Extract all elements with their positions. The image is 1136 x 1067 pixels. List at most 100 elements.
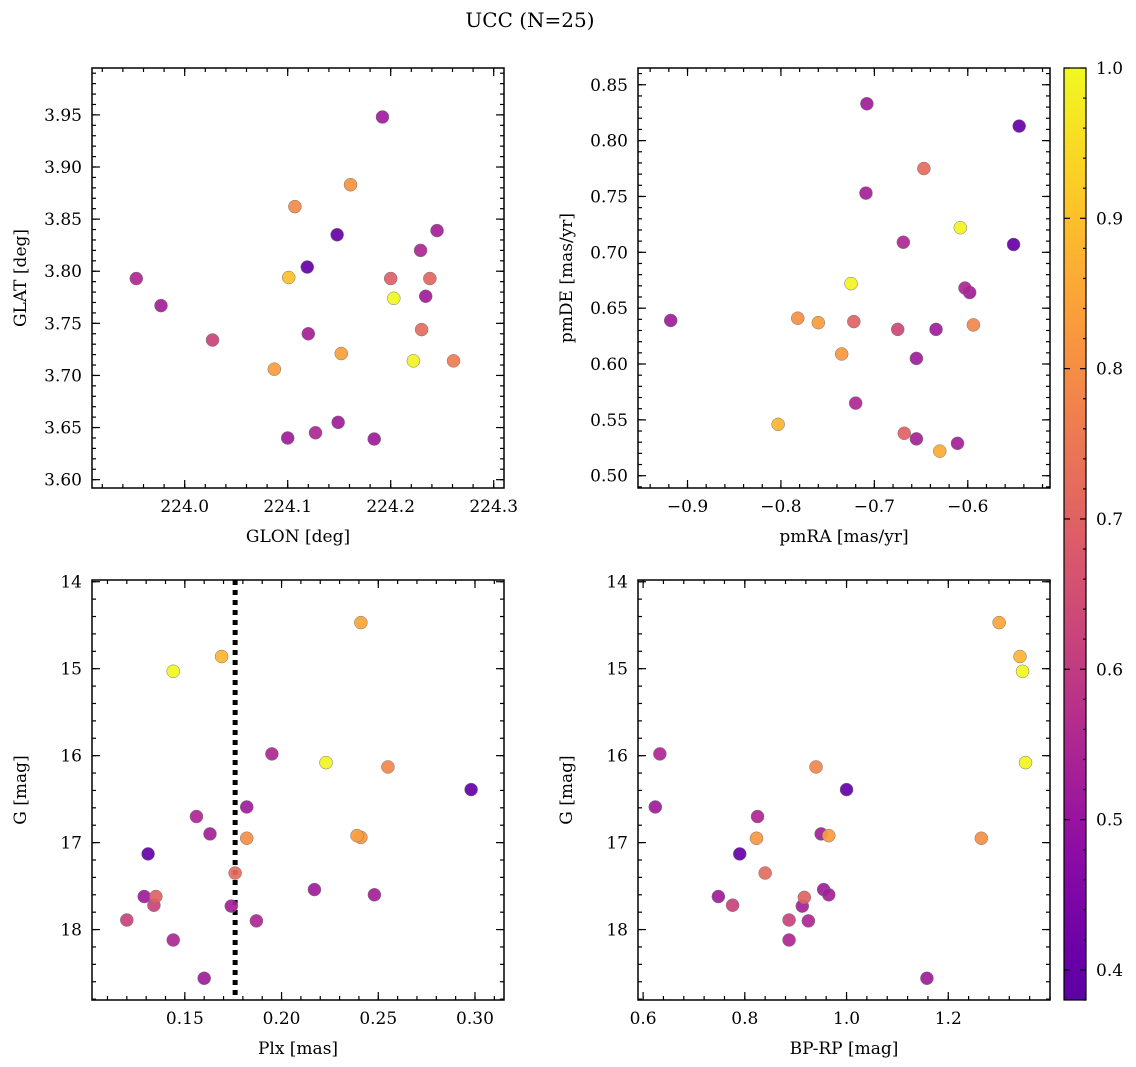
x-tick-label: −0.9 [667, 497, 708, 517]
plot-frame [91, 579, 505, 1001]
data-point [418, 289, 433, 303]
data-point [413, 243, 428, 258]
colorbar-tick-label: 0.6 [1096, 660, 1123, 680]
data-point [834, 347, 849, 361]
y-tick-label: 3.65 [44, 419, 82, 439]
panel-top-left: 224.0 224.1 224.2 224.3 3.60 3.65 3.70 3.75 3.80… [11, 67, 518, 547]
data-point [367, 888, 382, 902]
data-point [308, 426, 323, 440]
data-point [890, 322, 905, 337]
y-tick-label: 0.50 [590, 467, 628, 487]
x-tick-label: −0.7 [854, 497, 895, 517]
data-point [663, 313, 678, 328]
data-point [725, 898, 740, 912]
data-point [897, 426, 912, 441]
data-point [860, 96, 874, 111]
x-tick-label: 224.0 [160, 497, 209, 517]
data-point [797, 890, 812, 905]
y-tick-label: 3.60 [44, 471, 82, 491]
x-axis-label: pmRA [mas/yr] [779, 527, 908, 547]
data-point [387, 291, 401, 306]
data-point [367, 432, 381, 446]
y-tick-label: 16 [60, 747, 82, 767]
colorbar-frame [1063, 67, 1087, 1001]
data-point [249, 914, 264, 928]
data-point [228, 866, 242, 880]
data-point [809, 760, 823, 774]
x-tick-label: 224.2 [366, 497, 415, 517]
data-point [239, 831, 254, 846]
x-axis-label: GLON [deg] [246, 527, 350, 547]
data-point [214, 649, 229, 664]
data-point [909, 351, 924, 366]
y-tick-label: 15 [606, 660, 628, 680]
data-point [203, 827, 217, 841]
x-tick-label: 0.20 [263, 1009, 301, 1029]
data-point [821, 828, 836, 843]
data-point [430, 223, 444, 238]
data-point [992, 615, 1006, 630]
data-point [354, 615, 368, 630]
data-point [129, 271, 144, 286]
x-tick-label: −0.8 [760, 497, 801, 517]
y-tick-label: 0.80 [590, 132, 628, 152]
data-point [929, 322, 943, 337]
y-tick-label: 0.65 [590, 299, 628, 319]
y-tick-label: 3.90 [44, 158, 82, 178]
data-point [267, 362, 282, 376]
data-point [839, 782, 854, 797]
data-point [917, 161, 931, 176]
data-point [375, 110, 390, 124]
y-tick-label: 3.85 [44, 210, 82, 230]
data-point [958, 281, 972, 295]
colorbar-tick-label: 0.4 [1096, 961, 1123, 981]
data-point [859, 186, 873, 200]
data-point [953, 220, 968, 235]
data-point [933, 444, 947, 458]
data-point [1013, 649, 1027, 664]
data-point [791, 311, 805, 325]
data-point [1006, 237, 1021, 252]
y-axis-label: GLAT [deg] [11, 229, 31, 327]
x-axis-label: BP-RP [mag] [790, 1039, 899, 1059]
data-point [300, 260, 315, 274]
data-point [750, 809, 765, 824]
data-point [1012, 119, 1026, 133]
data-point [350, 828, 364, 843]
x-tick-label: 0.6 [630, 1009, 657, 1029]
y-tick-label: 0.85 [590, 76, 628, 96]
y-tick-label: 15 [60, 660, 82, 680]
data-point [319, 755, 333, 770]
y-tick-label: 17 [60, 834, 82, 854]
data-point [847, 314, 861, 329]
figure-title: UCC (N=25) [465, 8, 594, 32]
data-point [406, 354, 421, 368]
colorbar: 0.4 0.5 0.6 0.7 0.8 0.9 1.0 [1063, 59, 1123, 1001]
data-point [197, 971, 211, 986]
data-point [166, 664, 180, 679]
y-tick-label: 0.75 [590, 187, 628, 207]
y-tick-label: 14 [606, 573, 628, 593]
x-tick-label: 1.0 [833, 1009, 860, 1029]
data-point [821, 888, 836, 902]
data-point [189, 809, 204, 824]
data-point [811, 315, 826, 330]
data-point [801, 914, 816, 928]
y-tick-label: 3.75 [44, 314, 82, 334]
data-point [446, 354, 461, 368]
plot-frame [637, 67, 1051, 489]
x-tick-label: 224.1 [263, 497, 312, 517]
y-tick-label: 3.95 [44, 106, 82, 126]
y-tick-label: 14 [60, 573, 82, 593]
data-point [782, 913, 796, 927]
data-point [423, 271, 437, 286]
data-point [383, 271, 398, 286]
data-point [149, 889, 163, 904]
panel-top-right: −0.9 −0.8 −0.7 −0.6 0.50 0.55 0.60 0.65 0.70 0.75… [557, 67, 1051, 547]
data-point [950, 436, 965, 451]
y-axis-label: pmDE [mas/yr] [557, 213, 577, 343]
y-tick-label: 18 [60, 921, 82, 941]
x-tick-label: 0.15 [166, 1009, 204, 1029]
data-point [307, 882, 322, 897]
data-point [154, 298, 168, 313]
